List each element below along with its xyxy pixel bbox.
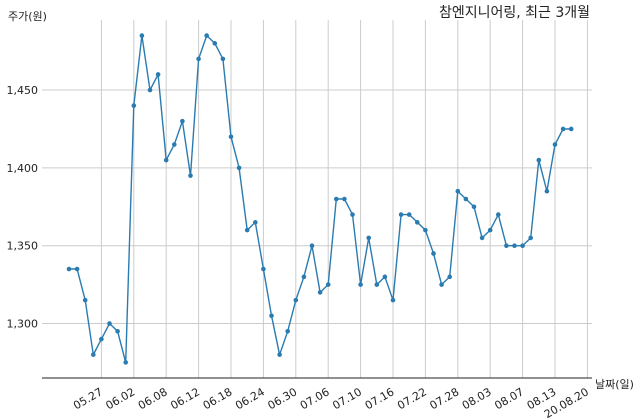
y-tick-label: 1,450 xyxy=(7,84,39,97)
data-point xyxy=(568,126,574,132)
x-tick-label: 07.10 xyxy=(330,385,364,412)
data-point xyxy=(552,142,558,147)
data-point xyxy=(204,33,209,38)
data-point xyxy=(366,235,372,241)
series-layer xyxy=(66,33,574,365)
data-point xyxy=(487,227,493,233)
data-point xyxy=(479,235,485,241)
data-point xyxy=(342,196,347,202)
data-point xyxy=(512,243,517,248)
data-point xyxy=(504,243,509,248)
y-tick-label: 1,300 xyxy=(7,318,39,331)
data-point xyxy=(188,173,193,178)
tick-labels: 1,300 1,350 1,400 1,450 05.2706.0206.0806.12… xyxy=(7,84,591,419)
data-point xyxy=(455,188,461,194)
data-point xyxy=(358,282,363,287)
data-point xyxy=(196,56,201,62)
data-point xyxy=(155,72,161,77)
data-point xyxy=(447,274,453,280)
data-point xyxy=(285,329,291,334)
data-point xyxy=(244,227,250,233)
data-point xyxy=(301,274,307,280)
data-point xyxy=(261,266,266,272)
x-tick-label: 06.30 xyxy=(266,385,300,412)
data-point xyxy=(220,56,226,62)
data-point xyxy=(325,282,331,287)
data-point xyxy=(91,352,96,357)
data-point xyxy=(431,251,436,256)
data-point xyxy=(350,212,355,217)
x-tick-label: 06.24 xyxy=(233,385,267,412)
data-point xyxy=(406,212,412,217)
data-point xyxy=(560,126,566,132)
data-point xyxy=(139,33,145,38)
price-line xyxy=(69,34,572,363)
x-tick-label: 06.08 xyxy=(136,385,170,412)
x-tick-label: 07.28 xyxy=(428,385,462,412)
chart-title: 참엔지니어링, 최근 3개월 xyxy=(439,5,590,21)
data-point xyxy=(309,243,315,248)
data-point xyxy=(423,227,428,233)
data-point xyxy=(115,329,120,334)
data-point xyxy=(163,157,169,163)
data-point xyxy=(544,188,550,194)
x-tick-label: 06.02 xyxy=(104,385,138,412)
data-point xyxy=(382,274,388,280)
data-point xyxy=(228,134,234,140)
data-point xyxy=(528,235,533,241)
data-point xyxy=(253,220,258,225)
data-point xyxy=(172,142,177,147)
data-point xyxy=(390,297,396,303)
x-tick-label: 06.12 xyxy=(168,385,202,412)
data-point xyxy=(463,196,469,202)
data-point xyxy=(131,103,137,108)
data-point xyxy=(212,41,218,46)
data-point xyxy=(147,87,153,93)
data-point xyxy=(269,313,274,319)
data-point xyxy=(180,118,185,124)
data-point xyxy=(520,243,525,248)
data-point xyxy=(374,282,380,287)
data-point xyxy=(99,336,104,342)
y-axis-label: 주가(원) xyxy=(8,10,47,23)
data-point xyxy=(317,290,323,295)
data-point xyxy=(415,220,420,225)
data-point xyxy=(66,266,72,272)
x-tick-label: 06.18 xyxy=(201,385,235,412)
data-point xyxy=(334,196,339,202)
x-tick-label: 08.03 xyxy=(460,385,494,412)
data-point xyxy=(496,212,501,217)
data-point xyxy=(82,297,88,303)
y-tick-label: 1,400 xyxy=(7,162,39,175)
data-point xyxy=(277,352,282,357)
data-point xyxy=(471,204,477,210)
grid-lines xyxy=(42,20,592,378)
x-tick-label: 07.16 xyxy=(363,385,397,412)
data-point xyxy=(439,282,444,287)
data-point xyxy=(236,165,242,171)
x-tick-label: 07.22 xyxy=(395,385,429,412)
x-axis-label: 날짜(일) xyxy=(595,377,634,391)
data-point xyxy=(398,212,404,217)
x-tick-label: 07.06 xyxy=(298,385,332,412)
y-tick-label: 1,350 xyxy=(7,240,39,253)
data-point xyxy=(123,360,128,365)
data-point xyxy=(74,266,80,272)
data-point xyxy=(536,157,542,163)
x-tick-label: 05.27 xyxy=(71,385,105,412)
data-point xyxy=(107,321,112,326)
x-tick-label: 08.07 xyxy=(492,385,526,412)
data-point xyxy=(293,297,299,303)
